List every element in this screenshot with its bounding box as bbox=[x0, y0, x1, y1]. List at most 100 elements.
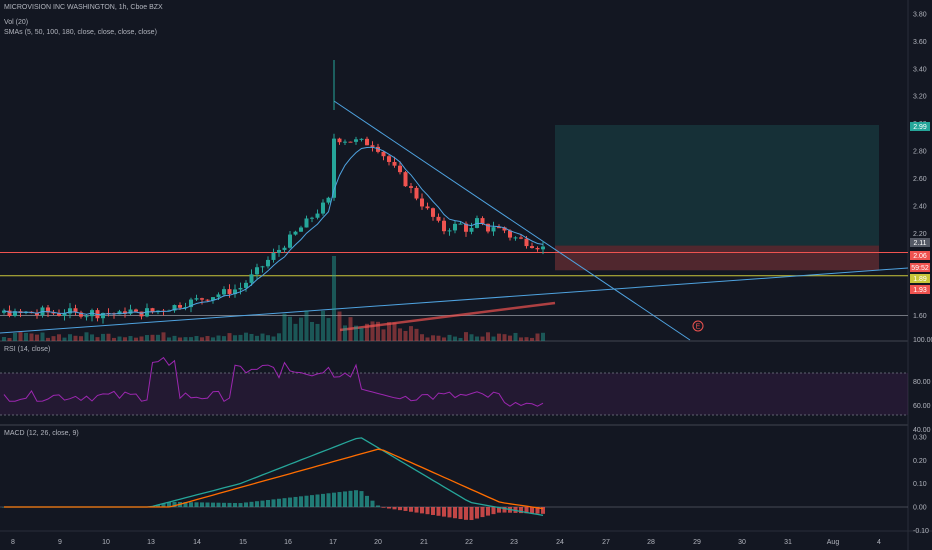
volume-bar bbox=[238, 334, 243, 341]
volume-bar bbox=[255, 335, 259, 341]
candle bbox=[519, 237, 523, 239]
macd-histogram-bar bbox=[227, 502, 232, 507]
price-tick-label: 3.80 bbox=[913, 12, 927, 19]
volume-bar bbox=[13, 332, 17, 341]
time-tick-label: 28 bbox=[647, 539, 655, 546]
macd-histogram-bar bbox=[425, 507, 430, 515]
volume-bar bbox=[233, 335, 237, 341]
candle bbox=[354, 139, 358, 142]
price-badge-label: 1.93 bbox=[913, 287, 927, 294]
macd-legend[interactable]: MACD (12, 26, close, 9) bbox=[4, 430, 79, 437]
rsi-line bbox=[3, 356, 544, 407]
volume-bar bbox=[348, 317, 353, 341]
volume-bar bbox=[541, 332, 545, 341]
sma-legend[interactable]: SMAs (5, 50, 100, 180, close, close, clo… bbox=[4, 29, 157, 36]
candle bbox=[227, 289, 232, 295]
time-tick-label: 21 bbox=[420, 539, 428, 546]
macd-histogram-bar bbox=[244, 502, 248, 507]
candle bbox=[7, 310, 12, 316]
candle bbox=[359, 138, 364, 140]
volume-bar bbox=[222, 336, 226, 341]
earnings-marker bbox=[692, 320, 704, 332]
macd-histogram-bar bbox=[266, 500, 270, 507]
candle bbox=[491, 227, 496, 232]
descending-trendline bbox=[333, 100, 691, 341]
volume-bar bbox=[431, 335, 435, 341]
volume-bar bbox=[370, 321, 375, 341]
candle bbox=[260, 266, 265, 268]
price-badge bbox=[910, 274, 930, 283]
volume-bar bbox=[332, 256, 336, 341]
macd-histogram-bar bbox=[222, 502, 226, 507]
candle bbox=[508, 230, 512, 238]
macd-histogram-bar bbox=[282, 498, 287, 507]
volume-bar bbox=[161, 332, 166, 341]
candle bbox=[189, 299, 193, 308]
macd-histogram-bar bbox=[519, 507, 523, 514]
volume-bar bbox=[326, 318, 331, 341]
volume-bar bbox=[216, 335, 221, 341]
candle bbox=[139, 311, 144, 317]
price-tick-label: 3.60 bbox=[913, 39, 927, 46]
macd-histogram-bar bbox=[288, 497, 292, 507]
volume-bar bbox=[535, 333, 540, 341]
sma-line bbox=[3, 146, 544, 316]
macd-histogram-bar bbox=[205, 502, 210, 507]
candle bbox=[348, 141, 353, 143]
price-badge bbox=[910, 263, 930, 272]
macd-histogram-bar bbox=[524, 507, 529, 514]
candle bbox=[442, 220, 446, 232]
macd-histogram-bar bbox=[310, 495, 314, 507]
macd-histogram-bar bbox=[497, 507, 501, 513]
candle bbox=[304, 218, 309, 228]
candle bbox=[222, 289, 226, 295]
macd-histogram-bar bbox=[447, 507, 452, 518]
volume-bar bbox=[150, 334, 155, 341]
volume-bar bbox=[73, 335, 78, 341]
time-tick-label: 29 bbox=[693, 539, 701, 546]
rsi-legend[interactable]: RSI (14, close) bbox=[4, 346, 51, 353]
candle bbox=[321, 202, 325, 214]
time-tick-label: 10 bbox=[102, 539, 110, 546]
candle bbox=[343, 141, 347, 143]
macd-tick-label: -0.10 bbox=[913, 528, 929, 535]
candle bbox=[233, 289, 237, 295]
candle bbox=[299, 227, 303, 232]
time-tick-label: 20 bbox=[374, 539, 382, 546]
volume-bar bbox=[84, 332, 89, 341]
candle bbox=[123, 311, 127, 314]
time-tick-label: 23 bbox=[510, 539, 518, 546]
time-tick-label: 24 bbox=[556, 539, 564, 546]
volume-bar bbox=[35, 334, 39, 341]
volume-bar bbox=[139, 336, 144, 341]
volume-bar bbox=[464, 332, 468, 341]
candle bbox=[134, 309, 138, 312]
symbol-title[interactable]: MICROVISION INC WASHINGTON, 1h, Cboe BZX bbox=[4, 4, 163, 11]
volume-bar bbox=[123, 337, 127, 341]
volume-bar bbox=[260, 333, 265, 341]
macd-histogram-bar bbox=[293, 496, 298, 507]
volume-bar bbox=[497, 333, 501, 341]
price-tick-label: 3.20 bbox=[913, 94, 927, 101]
candle bbox=[315, 213, 320, 218]
candle bbox=[310, 217, 314, 219]
rsi-tick-label: 80.00 bbox=[913, 379, 931, 386]
time-tick-label: 9 bbox=[58, 539, 62, 546]
volume-bar bbox=[46, 337, 50, 341]
volume-bar bbox=[277, 333, 281, 341]
volume-bar bbox=[392, 322, 397, 341]
volume-bar bbox=[112, 337, 116, 341]
volume-bar bbox=[502, 334, 507, 341]
volume-bar bbox=[381, 329, 386, 341]
price-tick-label: 3.40 bbox=[913, 66, 927, 73]
candle bbox=[398, 165, 402, 173]
price-badge-label: 2.99 bbox=[913, 124, 927, 131]
macd-histogram-bar bbox=[233, 503, 237, 507]
volume-bar bbox=[40, 332, 45, 341]
candle bbox=[409, 186, 413, 188]
volume-bar bbox=[425, 337, 430, 341]
candle bbox=[365, 138, 369, 146]
macd-histogram-bar bbox=[431, 507, 435, 515]
volume-legend[interactable]: Vol (20) bbox=[4, 19, 29, 26]
